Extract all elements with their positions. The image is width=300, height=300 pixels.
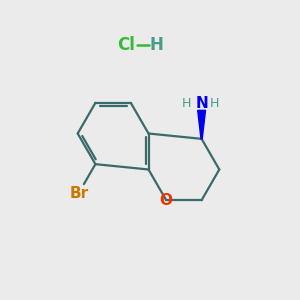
Text: O: O [160, 193, 173, 208]
Text: H: H [150, 36, 164, 54]
Text: H: H [181, 97, 191, 110]
Text: Cl: Cl [117, 36, 135, 54]
Text: Br: Br [70, 186, 89, 201]
Text: N: N [195, 96, 208, 111]
Polygon shape [198, 110, 206, 139]
Text: H: H [209, 97, 219, 110]
